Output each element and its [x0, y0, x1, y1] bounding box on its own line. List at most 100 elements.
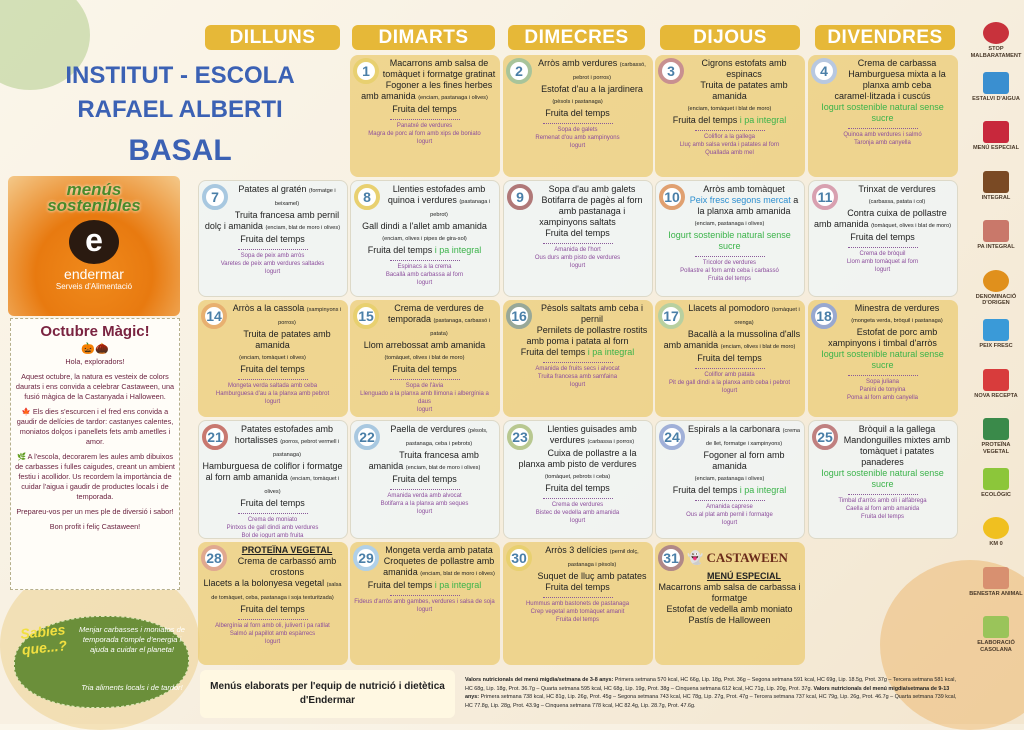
dinner-separator — [694, 368, 765, 369]
sabies-que-bubble: Sabies que...? Menjar carbasses i moniat… — [14, 616, 189, 708]
legend-item: PEIX FRESC — [968, 319, 1024, 350]
legend-label: STOP MALBARATAMENT — [970, 46, 1022, 59]
menu-text: Fruita del temps — [392, 104, 457, 114]
menu-text: (enciam, olives i blat de moro) — [720, 344, 796, 350]
menu-line: Estofat de porc amb xampinyons i timbal … — [811, 327, 954, 349]
menu-text: Cigrons estofats amb espinacs — [701, 58, 787, 79]
menu-text: a la planxa amb amanida — [697, 195, 799, 216]
dinner-item: Remenat d'ou amb xampinyons — [535, 135, 620, 141]
menu-text: Estofat d'au a la jardinera — [541, 84, 643, 94]
menu-text: (enciam, tomàquet i olives) — [264, 476, 340, 495]
day-number: 8 — [354, 184, 380, 210]
menu-text: Botifarra de pagès al forn amb pastanaga… — [539, 195, 643, 227]
menu-line: Llom arrebossat amb amanida — [353, 340, 496, 351]
school-name-line2: RAFAEL ALBERTI — [77, 96, 283, 123]
dinner-item: Botifarra a la planxa amb seques — [380, 501, 469, 507]
menu-text: (pastanaga, carbassó i patata) — [430, 318, 491, 337]
menu-line: Fruita del temps i pa integral — [353, 580, 496, 591]
logo-brand: endermar — [64, 266, 124, 282]
legend-label: ELABORACIÓ CASOLANA — [977, 640, 1015, 653]
day-number: 28 — [201, 545, 227, 571]
dinner-item: Iogurt — [416, 280, 433, 286]
menu-text: Hamburguesa mixta a la planxa amb ceba c… — [834, 69, 946, 101]
menu-text: Fruita del temps — [240, 498, 305, 508]
day-number: 3 — [658, 58, 684, 84]
menu-text: Mongeta verda amb patata — [385, 545, 493, 555]
dinner-item: Tricolor de verdures — [702, 260, 757, 266]
day-cell-8: 8 Llenties estofades amb quinoa i verdure… — [350, 180, 500, 297]
legend-label: PROTEÏNA VEGETAL — [981, 442, 1011, 455]
menu-line: Llenties estofades amb quinoa i verdures… — [354, 184, 495, 221]
day-cell-7: 7 Patates al gratén (formatge i beixamel)… — [198, 180, 348, 297]
dinner-separator — [542, 498, 613, 499]
menu-line: Crema de carbassa — [811, 58, 954, 69]
day-number: 22 — [354, 424, 380, 450]
badge-text: CASTAWEEN — [706, 550, 788, 565]
nutri-text-9-13: Primera setmana 738 kcal, HC 81g, Lip. 2… — [465, 694, 957, 709]
legend-label: DENOMINACIÓ D'ORIGEN — [975, 293, 1017, 307]
dinner-separator — [694, 500, 765, 501]
card-paragraph: Hola, exploradors! — [65, 357, 125, 366]
menu-text: i pa integral — [737, 115, 787, 125]
menu-line: Hamburguesa mixta a la planxa amb ceba c… — [811, 69, 954, 102]
menu-line: Fruita del temps — [202, 498, 343, 509]
menu-text: Pastís de Halloween — [688, 615, 771, 625]
menu-line: Contra cuixa de pollastre amb amanida (t… — [812, 208, 953, 232]
menu-line: Minestra de verdures — [811, 303, 954, 314]
menu-line: Arròs a la cassola (xampinyons i porros) — [201, 303, 344, 329]
menu-text: Arròs amb tomàquet — [703, 184, 785, 194]
dinner-item: Crema de verdures — [551, 502, 604, 508]
day-cell-2: 2 Arròs amb verdures (carbassó, pebrot i … — [503, 55, 653, 177]
nutri-text-3-8: Primera setmana 570 kcal, HC 66g, Lip. 1… — [465, 677, 956, 692]
menu-line: Fruita del temps — [353, 104, 496, 115]
legend-item: PA INTEGRAL — [968, 220, 1024, 251]
menu-text: (enciam, tomàquet i olives) — [239, 355, 306, 361]
menu-text: Truita francesa amb pernil dolç i amanid… — [204, 210, 340, 231]
day-cell-16: 16 Pèsols saltats amb ceba i pernil Pernil… — [503, 300, 653, 417]
legend-label: MENÚ ESPECIAL — [973, 145, 1019, 151]
menu-text: (mongeta verda, bròquil i pastanaga) — [851, 318, 943, 324]
day-header-dilluns: DILLUNS — [205, 25, 340, 50]
menu-line: Fruita del temps — [354, 474, 495, 485]
dinner-item: Mongeta verda saltada amb ceba — [227, 383, 318, 389]
dinner-item: Varetes de peix amb verdures saltades — [220, 261, 325, 267]
day-header-dijous: DIJOUS — [660, 25, 800, 50]
dinner-separator — [389, 260, 460, 261]
menu-line: Fruita del temps — [658, 353, 801, 364]
day-number: 9 — [507, 184, 533, 210]
menu-text: (salsa de tomàquet, ceba, pastanaga i so… — [211, 582, 342, 601]
menu-text: Fruita del temps — [367, 245, 433, 255]
menu-line: Llacets a la bolonyesa vegetal (salsa de… — [201, 578, 344, 604]
menu-line: Pèsols saltats amb ceba i pernil — [506, 303, 649, 325]
day-cell-22: 22 Paella de verdures (pèsols, pastanaga,… — [350, 420, 500, 539]
menu-text: Truita francesa amb amanida — [368, 450, 479, 471]
menu-line: Pernilets de pollastre rostits amb poma … — [506, 325, 649, 347]
menu-line: Fruita del temps — [507, 483, 648, 494]
credits-box: Menús elaborats per l'equip de nutrició … — [200, 670, 455, 718]
dinner-item: Truita francesa amb samfaina — [537, 374, 618, 380]
menu-line: Fruita del temps — [507, 228, 648, 239]
menu-text: (enciam, pastanaga i olives) — [694, 476, 765, 482]
fish-icon — [983, 319, 1009, 341]
dinner-item: Iogurt — [416, 407, 433, 413]
menu-text: Llenties guisades amb verdures — [547, 424, 637, 445]
menu-text: Fruita del temps — [240, 234, 305, 244]
menu-text: (enciam, blat de moro i olives) — [265, 225, 341, 231]
menu-text: i pa integral — [432, 580, 482, 590]
dinner-item: Crema de bròquil — [859, 251, 906, 257]
menu-text: Fruita del temps — [672, 115, 738, 125]
origin-seal-icon — [983, 269, 1009, 292]
water-drop-icon — [983, 71, 1009, 94]
day-cell-29: 29 Mongeta verda amb patata Croquetes de p… — [350, 542, 500, 665]
dinner-separator — [694, 130, 765, 131]
dinner-separator — [542, 123, 613, 124]
new-recipe-icon — [983, 368, 1009, 391]
day-cell-1: 1 Macarrons amb salsa de tomàquet i forma… — [350, 55, 500, 177]
menu-text: Fruita del temps — [520, 347, 586, 357]
day-cell-3: 3 Cigrons estofats amb espinacs Truita de … — [655, 55, 805, 177]
day-number: 31 — [658, 545, 684, 571]
dinner-item: Sopa de galets — [557, 127, 598, 133]
day-number: 24 — [659, 424, 685, 450]
sabies-text: Menjar carbasses i moniatos de temporada… — [79, 625, 185, 654]
menu-line: Iogurt sostenible natural sense sucre — [811, 102, 954, 124]
